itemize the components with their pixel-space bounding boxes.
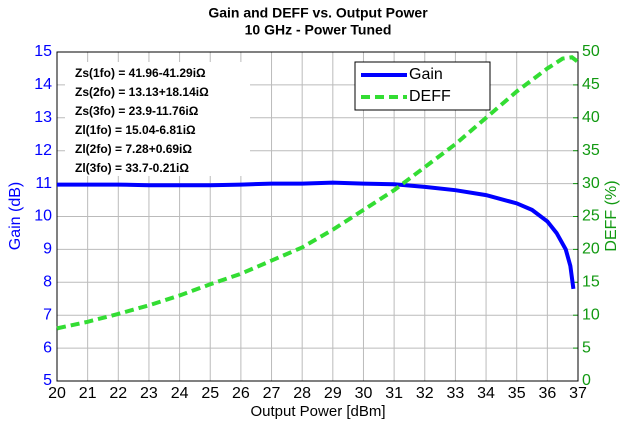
y2-tick-label: 45 [582,76,600,93]
x-tick-label: 33 [447,385,465,402]
x-tick-label: 28 [293,385,311,402]
y-tick-label: 11 [35,175,52,192]
annotation: Zl(3fo) = 33.7-0.21iΩ [75,161,189,175]
x-tick-label: 24 [171,385,189,402]
series-line [56,55,580,331]
y2-tick-label: 35 [582,142,600,159]
y2-tick-label: 30 [582,175,600,192]
x-tick-label: 20 [48,385,66,402]
x-tick-label: 21 [79,385,97,402]
annotation-box [65,62,250,176]
y2-tick-label: 50 [582,43,600,60]
y2-tick-label: 10 [582,306,600,323]
y-tick-label: 6 [43,339,52,356]
annotation: Zl(2fo) = 7.28+0.69iΩ [75,142,192,156]
x-tick-label: 22 [109,385,127,402]
y-tick-label: 13 [34,109,52,126]
annotation: Zs(3fo) = 23.9-11.76iΩ [75,104,199,118]
x-tick-label: 27 [263,385,281,402]
x-tick-label: 23 [140,385,158,402]
series-line [57,180,576,290]
chart-title: Gain and DEFF vs. Output Power [208,5,428,21]
y-axis-label: Gain (dB) [7,182,24,250]
annotation: Zs(1fo) = 41.96-41.29iΩ [75,66,206,80]
annotation: Zl(1fo) = 15.04-6.81iΩ [75,123,196,137]
legend-label: Gain [409,66,443,83]
legend-label: DEFF [409,88,451,105]
chart-subtitle: 10 GHz - Power Tuned [245,22,392,38]
x-tick-label: 35 [508,385,526,402]
axes-box [56,51,579,382]
y-tick-label: 14 [34,76,52,93]
x-tick-label: 25 [201,385,219,402]
y-tick-label: 5 [43,372,52,389]
x-tick-label: 26 [232,385,250,402]
y2-tick-label: 5 [582,339,591,356]
x-tick-label: 32 [416,385,434,402]
x-tick-label: 36 [538,385,556,402]
legend-box [354,61,491,111]
y2-axis-label: DEFF (%) [603,180,620,251]
y-tick-label: 9 [43,241,52,258]
y2-tick-label: 40 [582,109,600,126]
y-tick-label: 10 [34,208,52,225]
x-tick-label: 31 [385,385,403,402]
y-tick-label: 7 [43,306,52,323]
x-tick-label: 37 [569,385,587,402]
y-tick-label: 15 [34,43,52,60]
y-tick-label: 8 [43,274,52,291]
x-tick-label: 34 [477,385,495,402]
annotation: Zs(2fo) = 13.13+18.14iΩ [75,85,209,99]
x-tick-label: 30 [355,385,373,402]
y2-tick-label: 20 [582,241,600,258]
x-axis-label: Output Power [dBm] [250,403,385,420]
y2-tick-label: 15 [582,274,600,291]
y2-tick-label: 0 [582,372,591,389]
y-tick-label: 12 [34,142,52,159]
y2-tick-label: 25 [582,208,600,225]
x-tick-label: 29 [324,385,342,402]
